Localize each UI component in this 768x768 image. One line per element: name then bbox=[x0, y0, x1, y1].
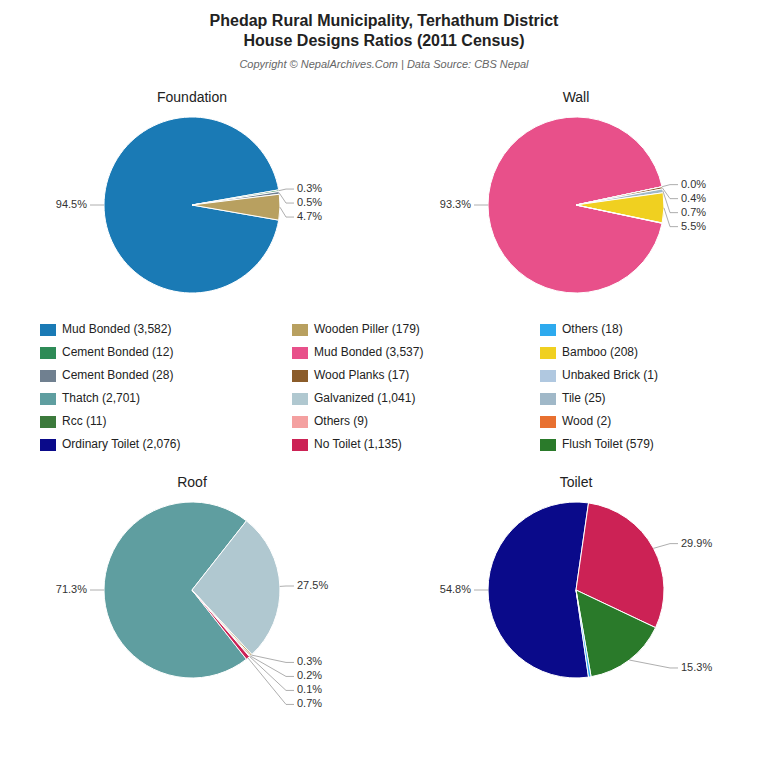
title: House Designs Ratios (2011 Census) bbox=[244, 32, 525, 49]
legend-label: Wooden Piller (179) bbox=[314, 322, 420, 336]
data-label: 29.9% bbox=[681, 537, 712, 549]
pie-slice bbox=[576, 590, 591, 677]
data-label: 0.7% bbox=[681, 206, 706, 218]
slices bbox=[488, 502, 664, 678]
pie-chart: Foundation 94.5% 0.3% 0.5% 4.7% bbox=[56, 89, 322, 293]
legend-label: Ordinary Toilet (2,076) bbox=[62, 437, 181, 451]
leader-line bbox=[250, 657, 294, 691]
legend-swatch bbox=[292, 324, 308, 336]
legend-swatch bbox=[40, 439, 56, 451]
background bbox=[0, 0, 768, 768]
leader-line bbox=[90, 590, 104, 591]
pie-chart: Toilet 54.8% 29.9% 15.3% bbox=[440, 474, 713, 678]
chart-title: Roof bbox=[177, 474, 207, 490]
pie-slice bbox=[576, 205, 662, 223]
legend-swatch bbox=[40, 347, 56, 359]
pie-slice bbox=[576, 193, 664, 223]
chart-title: Toilet bbox=[560, 474, 593, 490]
pie-chart: Wall 93.3% 0.0% 0.4% 0.7% 5.5% bbox=[440, 89, 706, 293]
pie-slice bbox=[488, 502, 589, 678]
data-label: 94.5% bbox=[56, 198, 87, 210]
data-label: 27.5% bbox=[297, 579, 328, 591]
legend-swatch bbox=[40, 393, 56, 405]
legend-label: Flush Toilet (579) bbox=[562, 437, 654, 451]
chart-container: Phedap Rural Municipality, Terhathum Dis… bbox=[0, 0, 768, 768]
legend-label: No Toilet (1,135) bbox=[314, 437, 402, 451]
leader-line bbox=[250, 656, 294, 676]
data-label: 0.2% bbox=[297, 669, 322, 681]
legend-label: Mud Bonded (3,582) bbox=[62, 322, 171, 336]
title: Phedap Rural Municipality, Terhathum Dis… bbox=[210, 12, 559, 29]
legend-swatch bbox=[40, 416, 56, 428]
leader-line bbox=[280, 207, 294, 217]
leader-line bbox=[90, 205, 104, 206]
data-label: 0.1% bbox=[297, 683, 322, 695]
legend-label: Rcc (11) bbox=[62, 414, 106, 428]
legend-swatch bbox=[40, 370, 56, 382]
legend-label: Cement Bonded (28) bbox=[62, 368, 173, 382]
pie-slice bbox=[192, 521, 280, 655]
data-label: 0.0% bbox=[681, 178, 706, 190]
data-label: 0.7% bbox=[297, 697, 322, 709]
slices bbox=[104, 502, 280, 678]
leader-line bbox=[664, 208, 678, 227]
data-label: 5.5% bbox=[681, 220, 706, 232]
legend-label: Cement Bonded (12) bbox=[62, 345, 173, 359]
legend-label: Wood Planks (17) bbox=[314, 368, 409, 382]
legend-swatch bbox=[540, 347, 556, 359]
legend-swatch bbox=[540, 393, 556, 405]
data-label: 0.3% bbox=[297, 655, 322, 667]
data-label: 54.8% bbox=[440, 583, 471, 595]
slices bbox=[488, 117, 664, 293]
leader-line bbox=[280, 586, 294, 587]
legend-swatch bbox=[292, 439, 308, 451]
legend-swatch bbox=[292, 416, 308, 428]
legend: Mud Bonded (3,582) Wooden Piller (179) Oth… bbox=[40, 322, 658, 451]
pie-slice bbox=[192, 590, 249, 659]
leader-line bbox=[279, 189, 294, 191]
data-label: 0.3% bbox=[297, 182, 322, 194]
legend-label: Others (9) bbox=[314, 414, 368, 428]
legend-label: Mud Bonded (3,537) bbox=[314, 345, 423, 359]
leader-line bbox=[662, 185, 678, 187]
legend-swatch bbox=[292, 393, 308, 405]
legend-label: Wood (2) bbox=[562, 414, 611, 428]
legend-label: Unbaked Brick (1) bbox=[562, 368, 658, 382]
chart-title: Wall bbox=[563, 89, 590, 105]
legend-swatch bbox=[40, 324, 56, 336]
data-label: 4.7% bbox=[297, 210, 322, 222]
legend-swatch bbox=[292, 347, 308, 359]
legend-swatch bbox=[292, 370, 308, 382]
legend-label: Others (18) bbox=[562, 322, 623, 336]
pie-chart: Roof 71.3% 27.5% 0.3% 0.2% 0.1% 0.7% bbox=[56, 474, 329, 709]
leader-line bbox=[663, 191, 678, 213]
leader-line bbox=[654, 544, 678, 549]
leader-line bbox=[629, 660, 678, 668]
leader-line bbox=[474, 205, 488, 206]
legend-swatch bbox=[540, 416, 556, 428]
subtitle: Copyright © NepalArchives.Com | Data Sou… bbox=[239, 58, 529, 70]
legend-swatch bbox=[540, 439, 556, 451]
data-label: 0.4% bbox=[681, 192, 706, 204]
legend-label: Thatch (2,701) bbox=[62, 391, 140, 405]
data-label: 93.3% bbox=[440, 198, 471, 210]
pie-slice bbox=[192, 194, 280, 220]
data-label: 71.3% bbox=[56, 583, 87, 595]
leader-line bbox=[251, 655, 294, 662]
legend-swatch bbox=[540, 370, 556, 382]
leader-line bbox=[248, 658, 294, 705]
chart-svg: Phedap Rural Municipality, Terhathum Dis… bbox=[0, 0, 768, 768]
chart-title: Foundation bbox=[157, 89, 227, 105]
data-label: 15.3% bbox=[681, 661, 712, 673]
data-label: 0.5% bbox=[297, 196, 322, 208]
legend-label: Galvanized (1,041) bbox=[314, 391, 415, 405]
leader-line bbox=[279, 193, 294, 203]
legend-swatch bbox=[540, 324, 556, 336]
legend-label: Tile (25) bbox=[562, 391, 606, 405]
pie-slice bbox=[576, 590, 656, 677]
leader-line bbox=[474, 590, 488, 591]
slices bbox=[104, 117, 280, 293]
legend-label: Bamboo (208) bbox=[562, 345, 638, 359]
